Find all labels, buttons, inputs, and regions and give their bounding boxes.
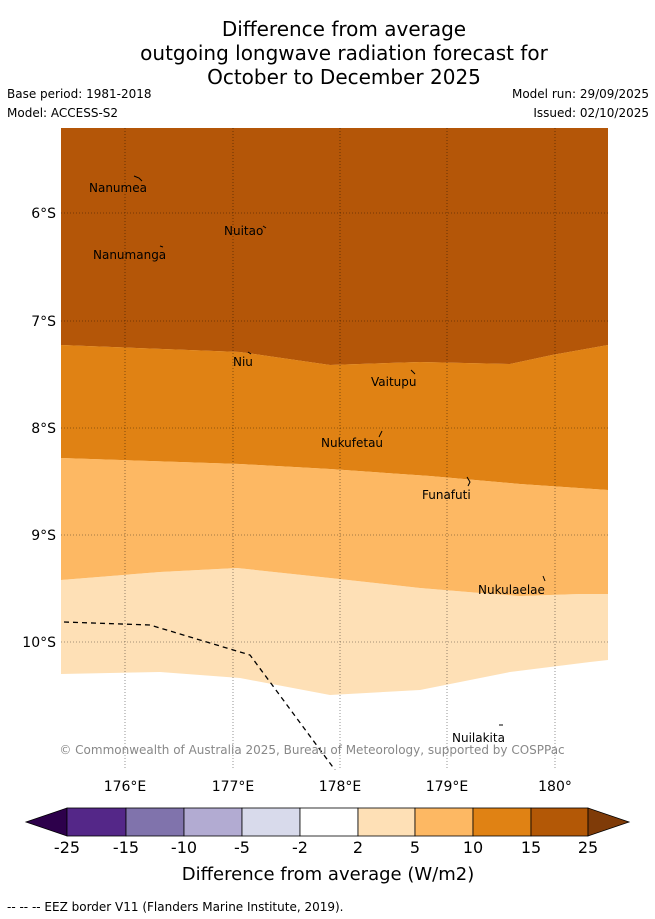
title-line-2: outgoing longwave radiation forecast for (140, 41, 548, 65)
colorbar-tick: 15 (521, 838, 541, 857)
island-nuitao-outline (262, 225, 267, 229)
place-vaitupu: Vaitupu (371, 375, 417, 389)
colorbar-bin (241, 807, 301, 837)
place-niu: Niu (233, 355, 253, 369)
colorbar-tick: -25 (54, 838, 80, 857)
colorbar-tick: -15 (113, 838, 139, 857)
model-name: Model: ACCESS-S2 (7, 106, 119, 120)
colorbar-extend-high (587, 807, 631, 837)
zone-below-2 (61, 660, 608, 770)
place-nuilakita: Nuilakita (452, 731, 505, 745)
zone-10-to-15 (61, 345, 608, 490)
lat-label-10s: 10°S (22, 635, 56, 651)
colorbar-bin (530, 807, 589, 837)
island-nanumanga-outline (159, 245, 164, 248)
colorbar-bin (299, 807, 359, 837)
colorbar-bin (125, 807, 185, 837)
lat-label-9s: 9°S (31, 528, 56, 544)
lat-label-6s: 6°S (31, 206, 56, 222)
copyright-notice: © Commonwealth of Australia 2025, Bureau… (59, 743, 564, 757)
colorbar-label: Difference from average (W/m2) (182, 864, 474, 885)
place-nukufetau: Nukufetau (321, 436, 383, 450)
zone-2-to-5 (61, 568, 608, 695)
colorbar-tick: -10 (171, 838, 197, 857)
lon-label-180: 180° (538, 779, 572, 795)
colorbar-bin (183, 807, 243, 837)
title-line-3: October to December 2025 (207, 65, 481, 89)
island-nukufetau-outline (378, 430, 383, 438)
colorbar-tick: -5 (234, 838, 250, 857)
lat-label-7s: 7°S (31, 314, 56, 330)
lon-label-177e: 177°E (212, 779, 255, 795)
lon-label-178e: 178°E (319, 779, 362, 795)
island-nanumea-outline (133, 175, 143, 182)
place-funafuti: Funafuti (422, 488, 471, 502)
colorbar-tick: 2 (353, 838, 363, 857)
eez-border (63, 621, 336, 770)
colorbar (24, 807, 631, 837)
lon-label-179e: 179°E (426, 779, 469, 795)
island-niu-outline (247, 351, 252, 355)
colorbar-bin (66, 807, 127, 837)
model-run: Model run: 29/09/2025 (511, 87, 649, 101)
place-nanumea: Nanumea (89, 181, 147, 195)
colorbar-tick: 10 (463, 838, 483, 857)
base-period: Base period: 1981-2018 (7, 87, 152, 101)
title-line-1: Difference from average (221, 17, 467, 41)
place-nuitao: Nuitao (224, 224, 263, 238)
eez-footnote: -- -- -- EEZ border V11 (Flanders Marine… (7, 900, 344, 914)
colorbar-bin (357, 807, 416, 837)
island-funafuti-outline (466, 476, 471, 487)
colorbar-tick: 25 (578, 838, 598, 857)
colorbar-bin (414, 807, 474, 837)
colorbar-tick: 5 (410, 838, 420, 857)
zone-above-15 (61, 128, 608, 365)
lon-label-176e: 176°E (104, 779, 147, 795)
zone-5-to-10 (61, 458, 608, 596)
island-vaitupu-outline (410, 369, 416, 375)
island-nukulaelae-outline (542, 575, 546, 582)
colorbar-bin (472, 807, 532, 837)
place-nukulaelae: Nukulaelae (478, 583, 545, 597)
lat-label-8s: 8°S (31, 421, 56, 437)
colorbar-extend-low (24, 807, 68, 837)
issued-date: Issued: 02/10/2025 (533, 106, 649, 120)
place-nanumanga: Nanumanga (93, 248, 166, 262)
colorbar-tick: -2 (292, 838, 308, 857)
